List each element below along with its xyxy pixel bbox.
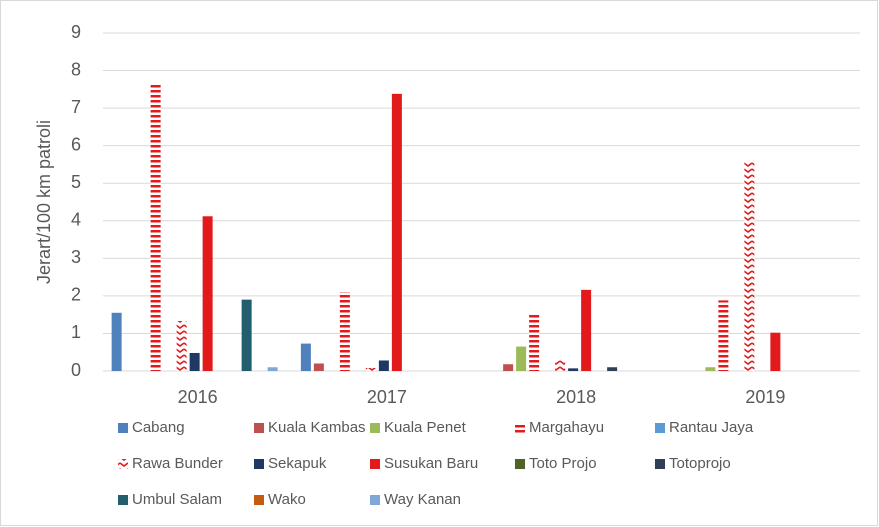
bar [365, 367, 376, 371]
bar [378, 360, 389, 371]
bar [744, 161, 755, 371]
legend-label: Umbul Salam [132, 491, 222, 508]
legend-label: Rantau Jaya [669, 419, 754, 436]
legend-swatch [515, 423, 525, 433]
bar [339, 292, 350, 371]
bar [607, 367, 618, 371]
y-tick-label: 0 [71, 360, 81, 380]
x-tick-label: 2019 [745, 387, 785, 407]
bar [202, 216, 213, 371]
y-tick-label: 7 [71, 97, 81, 117]
y-tick-label: 4 [71, 210, 81, 230]
y-tick-label: 3 [71, 247, 81, 267]
legend-label: Toto Projo [529, 455, 597, 472]
legend-swatch [254, 495, 264, 505]
y-tick-label: 5 [71, 172, 81, 192]
bar [267, 367, 278, 371]
bar [770, 332, 781, 371]
bar [516, 346, 527, 371]
legend-label: Kuala Kambas [268, 419, 366, 436]
legend-swatch [655, 459, 665, 469]
y-tick-label: 6 [71, 134, 81, 154]
legend-swatch [254, 423, 264, 433]
y-tick-label: 1 [71, 322, 81, 342]
bar [529, 313, 540, 371]
legend-label: Susukan Baru [384, 455, 478, 472]
y-axis-title: Jerart/100 km patroli [34, 120, 54, 284]
bar [189, 352, 200, 371]
legend-swatch [370, 495, 380, 505]
bar [581, 289, 592, 371]
legend-swatch [515, 459, 525, 469]
y-tick-label: 8 [71, 59, 81, 79]
bar [705, 367, 716, 371]
bar [241, 299, 252, 371]
legend-label: Rawa Bunder [132, 455, 223, 472]
legend-label: Cabang [132, 419, 185, 436]
x-tick-label: 2017 [367, 387, 407, 407]
legend-label: Sekapuk [268, 455, 327, 472]
legend-label: Way Kanan [384, 491, 461, 508]
bar [391, 93, 402, 371]
legend-swatch [118, 495, 128, 505]
x-tick-label: 2018 [556, 387, 596, 407]
bar [555, 360, 566, 371]
bar [503, 364, 514, 371]
y-tick-label: 2 [71, 285, 81, 305]
bar [718, 300, 729, 371]
legend-swatch [118, 423, 128, 433]
legend-swatch [254, 459, 264, 469]
bar [111, 312, 122, 371]
bar [150, 83, 161, 371]
legend-swatch [370, 459, 380, 469]
legend-label: Wako [268, 491, 306, 508]
legend-label: Margahayu [529, 419, 604, 436]
legend-swatch [655, 423, 665, 433]
x-tick-label: 2016 [178, 387, 218, 407]
legend-label: Totoprojo [669, 455, 731, 472]
y-tick-label: 9 [71, 22, 81, 42]
bar [568, 368, 579, 371]
bar [300, 343, 311, 371]
bar [176, 321, 187, 371]
bar [313, 363, 324, 371]
legend-swatch [370, 423, 380, 433]
legend-swatch [118, 459, 128, 469]
legend-label: Kuala Penet [384, 419, 467, 436]
